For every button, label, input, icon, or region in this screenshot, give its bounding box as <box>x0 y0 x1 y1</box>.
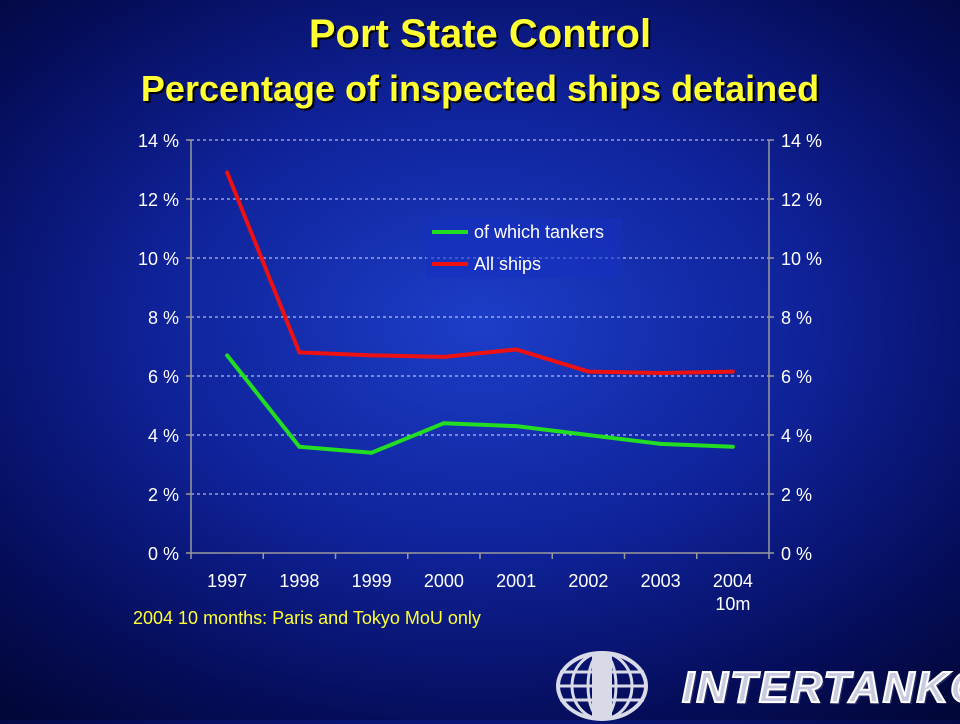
data-point <box>514 424 519 429</box>
x-tick-label: 2004 <box>713 571 753 591</box>
x-tick-label: 2001 <box>496 571 536 591</box>
chart-subtitle: Percentage of inspected ships detained <box>140 68 820 109</box>
y-tick-label: 12 % <box>138 190 179 210</box>
legend-label: All ships <box>474 254 541 274</box>
legend: of which tankers All ships <box>426 218 622 278</box>
legend-label: of which tankers <box>474 222 604 242</box>
series-line <box>225 354 733 455</box>
axes <box>186 139 774 559</box>
data-point <box>730 444 735 449</box>
globe-logo <box>556 651 648 721</box>
y-tick-label: 14 % <box>138 131 179 151</box>
x-tick-label: 2000 <box>424 571 464 591</box>
data-point <box>297 444 302 449</box>
data-point <box>225 170 230 175</box>
series-line <box>225 171 733 376</box>
y-tick-label: 0 % <box>148 544 179 564</box>
x-tick-label: 2003 <box>641 571 681 591</box>
y-tick-label-right: 4 % <box>781 426 812 446</box>
data-point <box>369 450 374 455</box>
data-point <box>658 441 663 446</box>
y-tick-label-right: 6 % <box>781 367 812 387</box>
x-tick-label: 2002 <box>568 571 608 591</box>
gridlines <box>191 139 769 495</box>
y-tick-label: 2 % <box>148 485 179 505</box>
data-point <box>225 353 230 358</box>
x-tick-label: 1998 <box>279 571 319 591</box>
x-tick-label: 1997 <box>207 571 247 591</box>
y-tick-label-right: 2 % <box>781 485 812 505</box>
data-point <box>730 369 735 374</box>
y-tick-label-right: 0 % <box>781 544 812 564</box>
series-lines <box>225 170 735 455</box>
x-tick-label: 1999 <box>352 571 392 591</box>
y-tick-label-right: 12 % <box>781 190 822 210</box>
y-tick-label: 6 % <box>148 367 179 387</box>
data-point <box>441 354 446 359</box>
chart-title: Port State Control <box>308 12 652 56</box>
y-tick-label-right: 8 % <box>781 308 812 328</box>
y-tick-label: 4 % <box>148 426 179 446</box>
data-point <box>297 350 302 355</box>
data-point <box>586 433 591 437</box>
y-tick-label-right: 10 % <box>781 249 822 269</box>
y-tick-label: 8 % <box>148 308 179 328</box>
data-point <box>658 371 663 376</box>
tick-labels: 0 % 0 % 2 % 2 % 4 % 4 % 6 % 6 % 8 % 8 % 10 % 10 % 12… <box>138 131 822 614</box>
legend-box <box>426 218 622 278</box>
x-tick-label: 10m <box>715 594 750 614</box>
data-point <box>514 347 519 352</box>
y-tick-label: 10 % <box>138 249 179 269</box>
data-point <box>369 353 374 358</box>
brand-logo-text: INTERTANKO <box>681 662 960 713</box>
y-tick-label-right: 14 % <box>781 131 822 151</box>
data-point <box>441 421 446 426</box>
footnote: 2004 10 months: Paris and Tokyo MoU only <box>133 608 481 628</box>
data-point <box>586 369 591 374</box>
